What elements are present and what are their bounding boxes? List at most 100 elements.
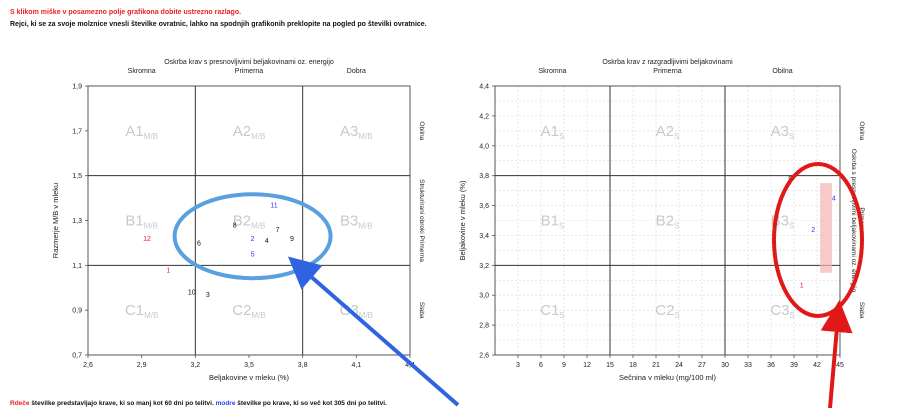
y-tick-label: 3,8: [479, 173, 489, 180]
chart-title: Oskrba krav s presnovljivimi beljakovina…: [164, 59, 334, 66]
cell-label: C1M/B: [125, 302, 158, 320]
y-axis-label: Beljakovine v mleku (%): [458, 180, 467, 261]
x-tick-label: 30: [721, 362, 729, 369]
x-axis-label: Beljakovine v mleku (%): [209, 373, 290, 382]
data-point-label: 6: [197, 240, 201, 247]
legend-text-1: številke predstavljajo krave, ki so manj…: [29, 400, 216, 407]
y-tick-label: 3,0: [479, 293, 489, 300]
y-tick-label: 3,6: [479, 203, 489, 210]
y-tick-label: 1,3: [72, 218, 82, 225]
x-tick-label: 36: [767, 362, 775, 369]
right-category: Obilna: [418, 121, 425, 140]
data-point-label: 2: [811, 227, 815, 234]
x-tick-label: 39: [790, 362, 798, 369]
cell-label: C1S: [540, 302, 565, 320]
cell-label: B2M/B: [233, 213, 266, 231]
cell-label: A2S: [656, 123, 680, 141]
x-tick-label: 2,9: [137, 362, 147, 369]
instruction-note: S klikom miške v posamezno polje grafiko…: [10, 9, 242, 16]
y-tick-label: 3,2: [479, 263, 489, 270]
plot-frame: [494, 85, 841, 356]
highlight-box: [820, 183, 833, 273]
x-axis-label: Sečnina v mleku (mg/100 ml): [619, 373, 717, 382]
right-category: Strukturirani obroki Primerna: [418, 179, 425, 262]
cell-label: C2M/B: [232, 302, 265, 320]
legend-blue-word: modre: [215, 400, 236, 407]
x-tick-label: 18: [629, 362, 637, 369]
cell-label: A1S: [541, 123, 565, 141]
x-tick-label: 21: [652, 362, 660, 369]
top-category: Dobra: [347, 68, 366, 75]
top-category: Primerna: [235, 68, 264, 75]
legend-note: Rdeče številke predstavljajo krave, ki s…: [10, 400, 387, 407]
y-tick-label: 1,5: [72, 173, 82, 180]
y-tick-label: 1,1: [72, 263, 82, 270]
cell-label: B1M/B: [125, 213, 158, 231]
y-tick-label: 1,9: [72, 84, 82, 91]
data-point-label: 5: [251, 252, 255, 259]
data-point-label: 4: [265, 238, 269, 245]
data-point-label: 1: [800, 282, 804, 289]
legend-red-word: Rdeče: [10, 400, 30, 407]
cell-label: B3M/B: [340, 213, 373, 231]
x-tick-label: 6: [539, 362, 543, 369]
y-tick-label: 4,2: [479, 113, 489, 120]
right-axis-title: Oskrba s presnovljivimi beljakovinami oz…: [850, 149, 857, 293]
x-tick-label: 24: [675, 362, 683, 369]
x-tick-label: 33: [744, 362, 752, 369]
top-category: Skromna: [128, 68, 156, 75]
cell-label: A3S: [771, 123, 795, 141]
chart-protein-energy[interactable]: A1M/B A2M/B A3M/B B1M/B B2M/B B3M/B C1M/B C2M/B…: [51, 59, 425, 382]
y-tick-label: 2,6: [479, 353, 489, 360]
red-highlight-circle: [772, 162, 864, 318]
x-tick-label: 3,5: [244, 362, 254, 369]
data-point-label: 8: [233, 222, 237, 229]
x-tick-label: 2,6: [83, 362, 93, 369]
x-tick-label: 15: [606, 362, 614, 369]
x-tick-label: 12: [583, 362, 591, 369]
data-point-label: 1: [167, 267, 171, 274]
y-axis-label: Razmerje M/B v mleku: [51, 183, 60, 258]
y-tick-label: 0,9: [72, 308, 82, 315]
x-tick-label: 3,2: [190, 362, 200, 369]
y-tick-label: 3,4: [479, 233, 489, 240]
x-tick-label: 3,8: [298, 362, 308, 369]
annotations: [172, 162, 864, 409]
x-tick-label: 45: [836, 362, 844, 369]
y-tick-label: 0,7: [72, 353, 82, 360]
chart-title: Oskrba krav z razgradljivimi beljakovina…: [602, 59, 733, 66]
x-tick-label: 9: [562, 362, 566, 369]
cell-label: C3S: [770, 302, 795, 320]
cell-label: C2S: [655, 302, 680, 320]
cell-label: A1M/B: [125, 123, 158, 141]
y-tick-label: 4,0: [479, 143, 489, 150]
right-category: Obilna: [858, 121, 865, 140]
tag-number-note: Rejci, ki se za svoje molznice vnesli št…: [10, 21, 427, 28]
cell-label: B2S: [656, 213, 680, 231]
data-point-label: 9: [290, 236, 294, 243]
data-point-label: 7: [276, 227, 280, 234]
x-tick-label: 42: [813, 362, 821, 369]
data-point-label: 10: [188, 290, 196, 297]
red-arrow: [820, 300, 853, 409]
cell-label: A3M/B: [340, 123, 373, 141]
legend-text-2: številke po krave, ki so več kot 305 dni…: [235, 400, 387, 407]
y-tick-label: 1,7: [72, 128, 82, 135]
y-tick-label: 2,8: [479, 323, 489, 330]
data-point-label: 12: [143, 236, 151, 243]
top-category: Skromna: [538, 68, 566, 75]
data-point-label: 3: [206, 292, 210, 299]
data-point-label: 4: [832, 196, 836, 203]
data-point-label: 11: [270, 202, 277, 209]
right-category: Slaba: [858, 302, 865, 319]
blue-arrow: [287, 256, 460, 407]
cell-label: A2M/B: [233, 123, 266, 141]
top-category: Primerna: [653, 68, 682, 75]
x-tick-label: 3: [516, 362, 520, 369]
x-tick-label: 27: [698, 362, 706, 369]
data-point-label: 2: [251, 236, 255, 243]
right-category: Slaba: [418, 302, 425, 319]
y-tick-label: 4,4: [479, 84, 489, 91]
